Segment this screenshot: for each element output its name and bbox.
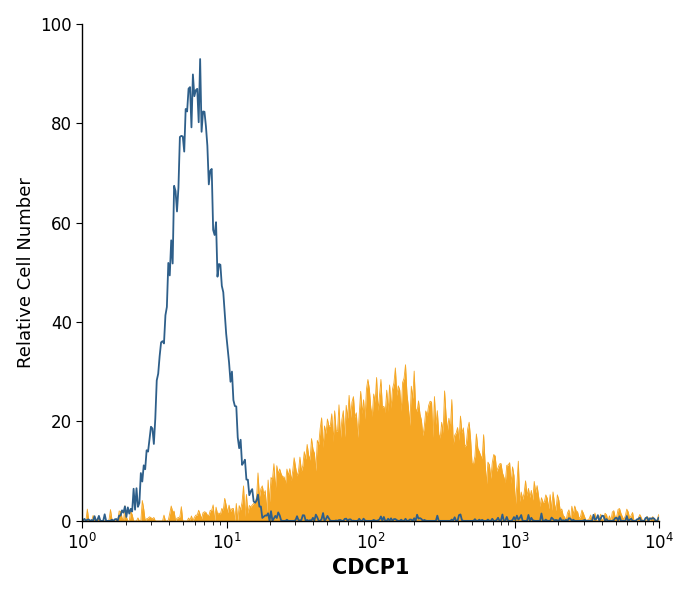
X-axis label: CDCP1: CDCP1: [332, 558, 410, 578]
Y-axis label: Relative Cell Number: Relative Cell Number: [17, 177, 35, 368]
